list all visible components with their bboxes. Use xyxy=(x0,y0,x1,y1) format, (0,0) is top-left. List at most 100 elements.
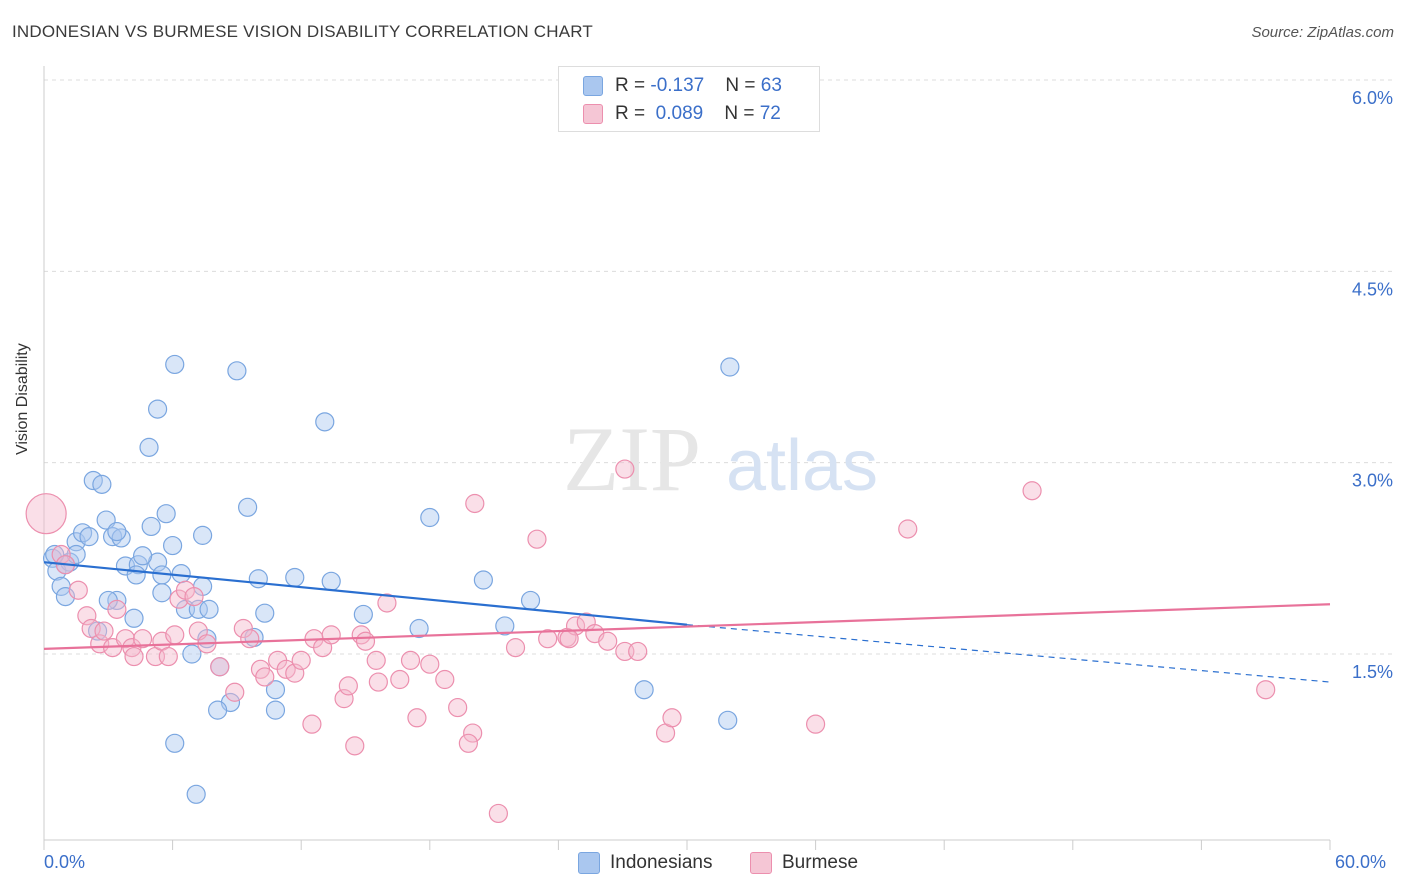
data-point xyxy=(634,680,654,700)
watermark-zip: ZIP xyxy=(563,408,701,510)
watermark-atlas: atlas xyxy=(726,426,878,506)
data-point xyxy=(420,507,440,528)
data-point xyxy=(353,604,373,625)
data-point xyxy=(265,680,286,700)
data-point xyxy=(171,564,191,584)
data-point xyxy=(141,516,161,537)
data-point xyxy=(165,354,185,375)
data-point xyxy=(90,634,110,654)
trend-line-burmese xyxy=(43,603,1331,650)
data-point xyxy=(132,629,153,649)
data-point xyxy=(718,710,738,730)
data-point xyxy=(628,641,648,662)
data-point xyxy=(400,650,421,670)
data-point xyxy=(505,638,526,658)
data-point xyxy=(147,399,168,419)
x-axis-min-label: 0.0% xyxy=(44,852,86,872)
legend: R = -0.137 N = 63 R = 0.089 N = 72 xyxy=(558,66,820,132)
data-point xyxy=(248,569,268,589)
data-point xyxy=(126,565,146,585)
axes xyxy=(43,66,1331,850)
data-point xyxy=(302,714,322,734)
bottom-legend-label-indonesians: Indonesians xyxy=(610,852,713,873)
data-point xyxy=(182,644,202,664)
y-tick-labels: 1.5% 3.0% 4.5% 6.0% xyxy=(1352,88,1393,682)
data-point xyxy=(77,606,97,626)
data-point xyxy=(285,567,305,588)
legend-row-indonesians: R = -0.137 N = 63 xyxy=(583,73,782,99)
data-point xyxy=(227,361,247,381)
data-point xyxy=(538,629,558,649)
data-point xyxy=(94,621,114,641)
legend-n-value: 63 xyxy=(760,75,782,96)
x-axis-max-label: 60.0% xyxy=(1334,852,1386,872)
data-point xyxy=(420,654,440,674)
bottom-legend-label-burmese: Burmese xyxy=(782,852,859,873)
bottom-legend-swatch-pink xyxy=(750,852,772,874)
data-point xyxy=(255,667,275,687)
legend-swatch-pink xyxy=(583,104,603,124)
data-point xyxy=(152,583,172,603)
data-point xyxy=(184,586,204,607)
data-point xyxy=(390,669,410,690)
y-tick-label: 4.5% xyxy=(1352,279,1393,299)
data-point xyxy=(165,625,185,645)
data-point xyxy=(79,527,99,547)
data-point xyxy=(338,676,358,696)
data-point xyxy=(25,493,67,535)
data-point xyxy=(488,803,508,824)
data-point xyxy=(225,682,245,702)
data-point xyxy=(210,657,230,677)
data-point xyxy=(615,459,635,479)
data-point xyxy=(208,700,228,720)
data-point xyxy=(1022,481,1042,501)
legend-swatch-blue xyxy=(583,76,603,96)
data-point xyxy=(458,733,478,753)
legend-r-label: R = xyxy=(615,103,651,124)
y-tick-label: 6.0% xyxy=(1352,88,1393,108)
data-point xyxy=(898,519,918,539)
data-point xyxy=(124,646,144,667)
data-point xyxy=(366,650,386,670)
bottom-legend-indonesians: Indonesians xyxy=(578,852,712,874)
data-point xyxy=(255,603,275,623)
data-point xyxy=(199,599,219,619)
source-label: Source: ZipAtlas.com xyxy=(1251,24,1394,41)
data-point xyxy=(315,412,335,432)
legend-r-value: -0.137 xyxy=(650,75,705,96)
data-point xyxy=(107,599,127,619)
data-point xyxy=(368,672,388,692)
data-point xyxy=(463,723,483,743)
data-point xyxy=(355,631,376,651)
data-point xyxy=(107,521,127,542)
bottom-legend-swatch-blue xyxy=(578,852,600,874)
data-point xyxy=(186,784,206,804)
data-point xyxy=(377,593,397,613)
data-point xyxy=(132,546,153,566)
data-point xyxy=(345,736,365,756)
data-point xyxy=(68,580,88,600)
bottom-legend-burmese: Burmese xyxy=(750,852,858,874)
data-point xyxy=(520,590,541,611)
data-point xyxy=(240,629,260,649)
legend-n-value: 72 xyxy=(759,103,781,124)
trend-line-indonesians-extension xyxy=(686,624,1331,683)
data-point xyxy=(598,631,618,651)
data-point xyxy=(448,697,468,718)
chart-title: INDONESIAN VS BURMESE VISION DISABILITY … xyxy=(12,22,594,41)
grid-lines xyxy=(44,79,1392,655)
data-point xyxy=(139,437,159,457)
data-point xyxy=(188,599,208,619)
data-point xyxy=(407,708,427,728)
legend-r-value: 0.089 xyxy=(650,103,704,124)
data-point xyxy=(720,357,740,377)
trend-line-indonesians xyxy=(43,561,688,626)
data-point xyxy=(291,650,311,670)
legend-row-burmese: R = 0.089 N = 72 xyxy=(583,101,781,127)
data-point xyxy=(409,618,429,639)
data-point xyxy=(495,616,515,636)
data-point xyxy=(435,669,455,690)
data-point xyxy=(156,504,176,524)
y-tick-label: 1.5% xyxy=(1352,662,1393,682)
